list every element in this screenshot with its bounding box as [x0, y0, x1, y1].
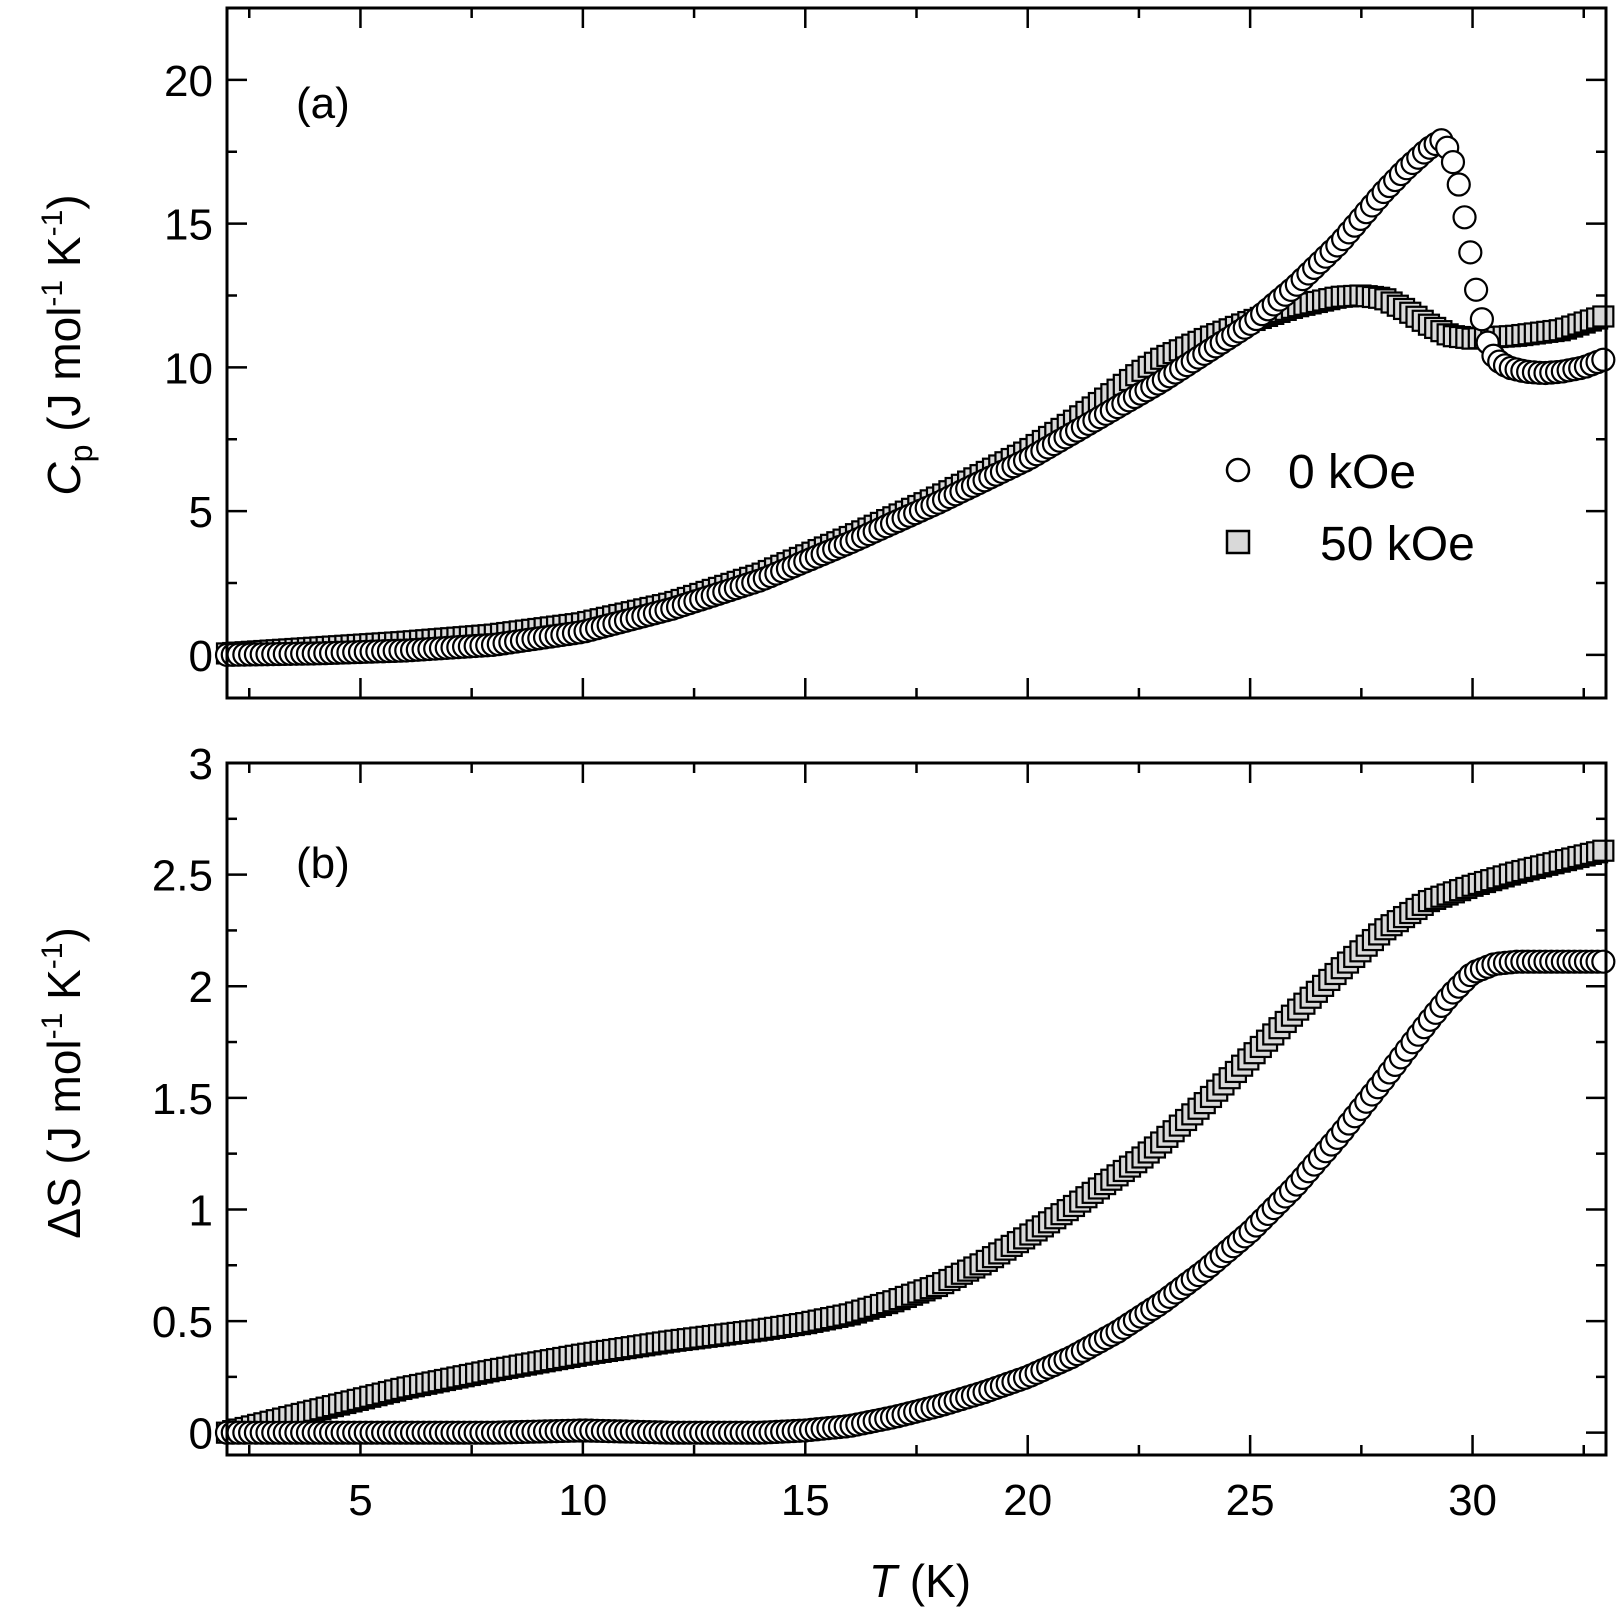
legend-label-50kOe: 50 kOe — [1320, 518, 1475, 571]
x-axis-title-symbol: T — [869, 1555, 900, 1607]
panel-b-ylabel-unit-close: ) — [38, 927, 90, 942]
data-point-0kOe — [1464, 277, 1489, 302]
data-point-0kOe — [1591, 949, 1616, 974]
panel-a-frame — [225, 6, 1608, 700]
panel-b-label: (b) — [296, 839, 350, 888]
x-tick-label: 30 — [1448, 1476, 1497, 1525]
panel-a-series-0kOe — [214, 128, 1616, 667]
x-axis-title: T (K) — [869, 1555, 971, 1607]
panel-b-ylabel-unit-mid: K — [38, 969, 90, 1013]
y-tick-label: 1.5 — [152, 1075, 213, 1124]
x-tick-label: 15 — [781, 1476, 830, 1525]
y-tick-label: 15 — [164, 201, 213, 250]
panel-a-y-axis-title: Cp (J mol-1 K-1) — [36, 194, 99, 495]
y-tick-label: 0.5 — [152, 1298, 213, 1347]
panel-b-ylabel-symbol: ΔS — [38, 1177, 90, 1238]
y-tick-label: 0 — [189, 1410, 213, 1459]
panel-b-frame — [225, 761, 1608, 1457]
panel-b-ylabel-sup2: -1 — [36, 943, 69, 970]
legend: 0 kOe 50 kOe — [1225, 446, 1475, 571]
data-point-0kOe — [1440, 150, 1466, 175]
panel-a-tick-labels: 0 5 10 15 20 — [164, 57, 213, 681]
y-tick-label: 2 — [189, 963, 213, 1012]
panel-b-series-0kOe — [214, 949, 1616, 1445]
data-point-0kOe — [1469, 307, 1494, 332]
y-tick-label: 10 — [164, 344, 213, 393]
y-tick-label: 1 — [189, 1186, 213, 1235]
legend-label-0kOe: 0 kOe — [1288, 446, 1416, 499]
legend-marker-0kOe — [1225, 457, 1251, 483]
panel-b-y-axis-title: ΔS (J mol-1 K-1) — [36, 927, 90, 1239]
panel-a-ylabel-unit-close: ) — [38, 194, 90, 209]
x-axis-title-unit: (K) — [897, 1555, 971, 1607]
panel-a-label: (a) — [296, 79, 350, 128]
panel-b-tick-labels: 5 10 15 20 25 30 0 0.5 1 1.5 2 2.5 3 — [152, 740, 1497, 1525]
panel-a-ylabel-subscript: p — [63, 445, 99, 463]
y-tick-label: 20 — [164, 57, 213, 106]
panel-a-ylabel-sup1: -1 — [36, 280, 69, 307]
y-tick-label: 0 — [189, 632, 213, 681]
data-point-50kOe — [1592, 305, 1615, 328]
panel-a-ylabel-unit-open: (J mol — [38, 307, 90, 445]
data-point-0kOe — [1591, 347, 1616, 372]
x-tick-label: 10 — [558, 1476, 607, 1525]
y-tick-label: 3 — [189, 740, 213, 789]
panel-b-series-50kOe — [215, 839, 1615, 1444]
x-tick-label: 20 — [1003, 1476, 1052, 1525]
panel-a-ylabel-symbol: C — [38, 462, 90, 496]
data-point-0kOe — [1452, 205, 1477, 230]
panel-a-ylabel-unit-mid: K — [38, 236, 90, 280]
panel-a-ylabel-sup2: -1 — [36, 210, 69, 237]
x-tick-label: 5 — [348, 1476, 372, 1525]
data-point-50kOe — [1592, 839, 1615, 862]
panel-b-ticks — [227, 761, 1606, 1455]
panel-b-ylabel-unit-open: (J mol — [38, 1039, 90, 1177]
legend-marker-50kOe — [1225, 529, 1251, 555]
panel-a-ticks — [227, 6, 1606, 698]
x-tick-label: 25 — [1226, 1476, 1275, 1525]
panel-b-ylabel-sup1: -1 — [36, 1013, 69, 1040]
data-point-0kOe — [1458, 240, 1483, 265]
y-tick-label: 5 — [189, 488, 213, 537]
y-tick-label: 2.5 — [152, 852, 213, 901]
data-point-0kOe — [1446, 172, 1471, 197]
